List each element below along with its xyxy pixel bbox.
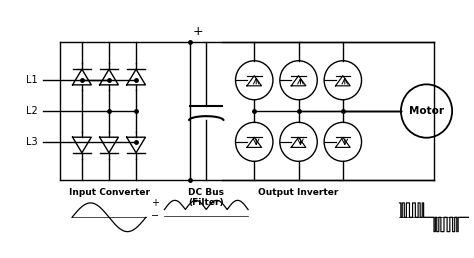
Text: +: + [192, 25, 203, 38]
Text: L3: L3 [26, 137, 37, 147]
Text: DC Bus
(Filter): DC Bus (Filter) [188, 188, 224, 207]
Text: Output Inverter: Output Inverter [258, 188, 339, 197]
Text: +: + [152, 198, 159, 208]
Text: Motor: Motor [409, 106, 444, 116]
Text: −: − [151, 211, 159, 221]
Text: L1: L1 [26, 75, 37, 85]
Text: L2: L2 [26, 106, 37, 116]
Text: Input Converter: Input Converter [69, 188, 149, 197]
